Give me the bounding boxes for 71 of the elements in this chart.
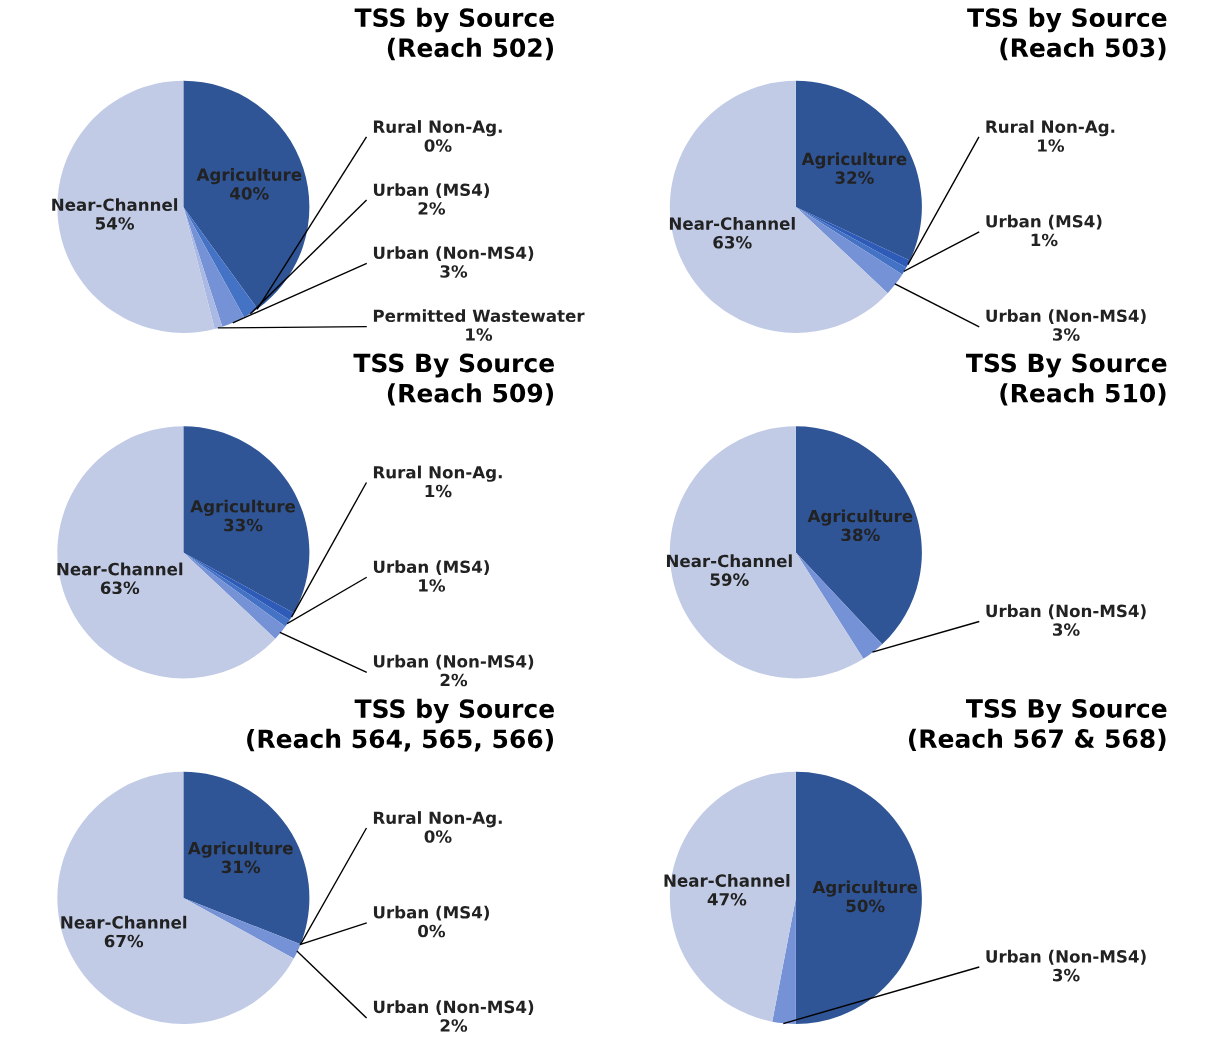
category-label: Rural Non-Ag.: [373, 120, 502, 137]
slice-label: Urban (Non-MS4): [373, 246, 534, 262]
chart-title: TSS by Source (Reach 564, 565, 566): [247, 698, 554, 752]
slice-label: Agriculture: [812, 880, 918, 897]
data-label: 1%: [466, 328, 493, 341]
data-label: 2%: [418, 202, 446, 215]
slice-label: Urban (MS4): [373, 560, 489, 576]
slice-label: Agriculture: [190, 499, 296, 516]
data-label: 63%: [713, 235, 752, 249]
pie-slice: [795, 552, 883, 659]
pie-slice: [183, 206, 258, 318]
text: 0%: [424, 139, 452, 152]
data-label: 50%: [846, 899, 885, 913]
pie-slice: [183, 206, 245, 327]
slice-label: Urban (Non-MS4): [986, 309, 1146, 325]
category-label: Rural Non-Ag.: [373, 811, 502, 828]
data-label: 2%: [440, 673, 468, 687]
slice-label: Permitted Wastewater: [373, 309, 585, 323]
pie-slice: [795, 80, 922, 261]
pie-slice: [57, 771, 294, 1024]
slice-label: Near-Channel: [57, 562, 183, 576]
slice-label: Urban (MS4): [986, 214, 1102, 230]
pie-slice: [795, 426, 922, 645]
slice-label: Near-Channel: [666, 554, 792, 568]
chart-title: TSS By Source (Reach 510): [966, 353, 1167, 406]
data-label: 63%: [100, 581, 140, 595]
slice-label: Urban (Non-MS4): [373, 654, 534, 670]
pie-slice: [183, 80, 310, 309]
slice-label: Near-Channel: [669, 217, 795, 230]
slice-label: Near-Channel: [61, 915, 187, 929]
slice-label: Rural Non-Ag.: [986, 120, 1115, 137]
pie-slice: [772, 897, 796, 1024]
pie-slice: [183, 552, 286, 639]
slice-label: Urban (MS4): [373, 183, 489, 199]
data-label: 3%: [1052, 623, 1080, 636]
data-label: 3%: [1052, 328, 1080, 341]
data-label: 32%: [835, 171, 874, 184]
slice-label: Agriculture: [196, 168, 302, 185]
data-label: 1%: [1038, 139, 1065, 152]
chart-title: TSS By Source (Reach 567 & 568): [908, 699, 1167, 751]
slice-label: Urban (Non-MS4): [986, 604, 1146, 620]
chart-title: TSS By Source (Reach 509): [353, 353, 554, 406]
data-label: 33%: [224, 518, 263, 532]
slice-label: Agriculture: [801, 152, 907, 169]
data-label: 3%: [1052, 968, 1080, 982]
data-label: 1%: [425, 484, 452, 498]
category-label: Urban (MS4): [373, 905, 489, 921]
data-label: 47%: [707, 892, 747, 906]
data-label: 31%: [221, 860, 261, 874]
text: 0%: [418, 924, 446, 938]
slice-label: Rural Non-Ag.: [373, 465, 502, 482]
chart-title: TSS by Source (Reach 503): [967, 7, 1167, 61]
chart-title: TSS by Source (Reach 502): [354, 7, 554, 61]
data-label: 59%: [710, 573, 749, 586]
data-label: 54%: [95, 217, 135, 230]
text: 0%: [424, 830, 452, 843]
slice-label: Urban (Non-MS4): [373, 1000, 534, 1016]
data-label: 1%: [419, 579, 446, 592]
slice-label: Near-Channel: [52, 198, 178, 212]
data-label: 3%: [440, 265, 468, 278]
pie-slice: [183, 426, 310, 614]
pie-slice: [795, 771, 922, 1024]
slice-label: Agriculture: [188, 841, 293, 858]
data-label: 40%: [230, 187, 269, 200]
data-label: 1%: [1031, 233, 1058, 247]
data-label: 2%: [440, 1019, 468, 1032]
data-label: 67%: [104, 934, 144, 948]
slice-label: Agriculture: [807, 509, 913, 526]
slice-label: Urban (Non-MS4): [986, 949, 1146, 965]
slice-label: Near-Channel: [664, 873, 790, 887]
data-label: 38%: [841, 528, 880, 542]
